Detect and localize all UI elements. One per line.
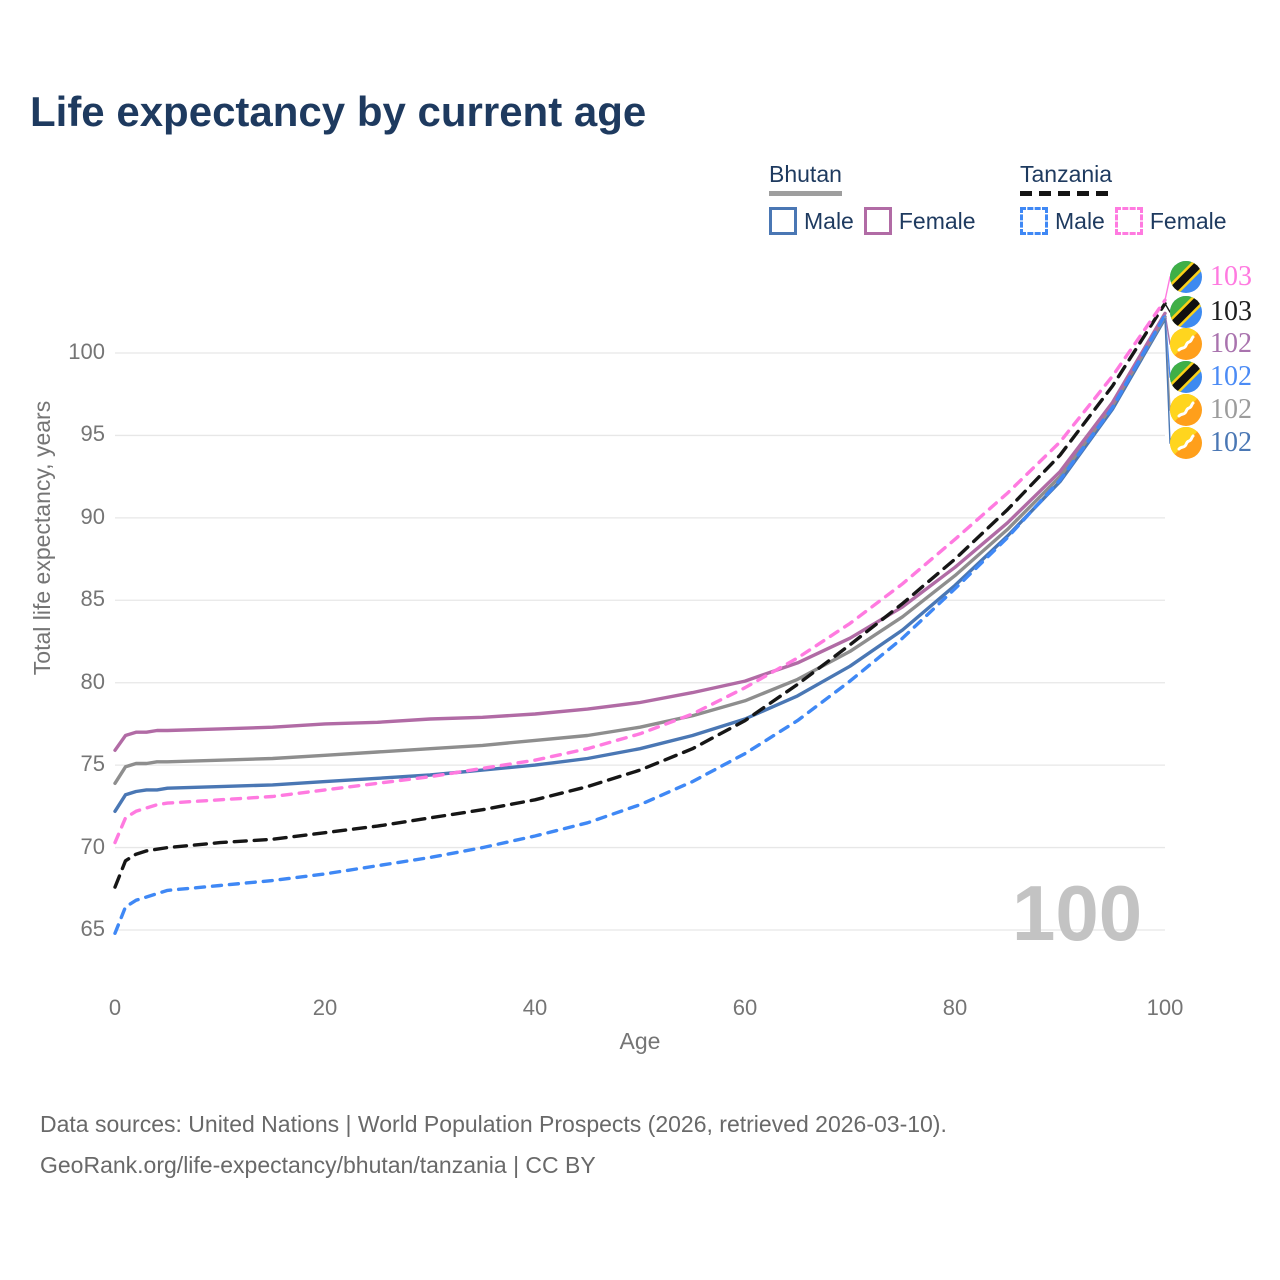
legend-row-bhutan: Male Female [769, 207, 976, 235]
series-line-tanzania-total[interactable] [113, 301, 1167, 889]
end-label-bhutan-female: 102 [1170, 327, 1252, 361]
age-watermark: 100 [1012, 869, 1143, 957]
legend-item-label: Female [1149, 207, 1227, 234]
end-label-bhutan-male: 102 [1170, 426, 1252, 460]
footer: Data sources: United Nations | World Pop… [40, 1104, 947, 1186]
x-tick-60: 60 [732, 995, 758, 1020]
x-tick-40: 40 [522, 995, 548, 1020]
y-tick-70: 70 [80, 833, 105, 859]
x-tick-0: 0 [108, 995, 122, 1020]
bhutan-female-swatch [863, 207, 892, 235]
series-line-bhutan-female[interactable] [113, 311, 1167, 752]
tanzania-flag-icon [1170, 361, 1202, 393]
tanzania-male-swatch [1020, 207, 1048, 235]
attribution-line: GeoRank.org/life-expectancy/bhutan/tanza… [40, 1152, 596, 1178]
end-label-value: 102 [1210, 328, 1252, 359]
end-label-value: 103 [1210, 261, 1252, 292]
legend-item-bhutan-female[interactable]: Female [863, 207, 976, 235]
bhutan-male-swatch [769, 207, 797, 235]
legend-country-tanzania-label: Tanzania [1020, 161, 1113, 187]
legend-row-tanzania: Male Female [1020, 207, 1227, 235]
end-label-tanzania-female: 103 [1170, 260, 1252, 294]
y-tick-90: 90 [80, 503, 105, 529]
legend-item-label: Male [804, 207, 854, 234]
y-tick-100: 100 [68, 339, 105, 364]
series-line-bhutan-male[interactable] [113, 316, 1167, 813]
end-label-tanzania-male: 102 [1170, 360, 1252, 394]
legend-item-tanzania-female[interactable]: Female [1114, 207, 1227, 235]
series-line-tanzania-female[interactable] [113, 298, 1167, 845]
chart-title: Life expectancy by current age [30, 88, 647, 135]
tanzania-female-swatch [1114, 207, 1143, 235]
x-tick-20: 20 [312, 995, 338, 1020]
bhutan-flag-icon [1170, 394, 1202, 426]
y-tick-80: 80 [80, 668, 105, 694]
tanzania-dashed-line-swatch [1020, 191, 1113, 196]
bhutan-solid-line-swatch [769, 191, 842, 196]
bhutan-flag-icon [1170, 427, 1202, 459]
end-label-value: 102 [1210, 427, 1252, 458]
x-axis-title: Age [619, 1028, 661, 1054]
legend-country-tanzania[interactable]: Tanzania [1020, 161, 1113, 201]
x-tick-100: 100 [1146, 995, 1184, 1020]
tanzania-flag-icon [1170, 296, 1202, 328]
end-label-tanzania-total: 103 [1170, 295, 1252, 329]
legend-item-bhutan-male[interactable]: Male [769, 207, 854, 235]
tanzania-flag-icon [1170, 261, 1202, 293]
y-tick-95: 95 [80, 421, 105, 447]
legend-item-tanzania-male[interactable]: Male [1020, 207, 1105, 235]
x-tick-80: 80 [942, 995, 968, 1020]
legend-country-bhutan[interactable]: Bhutan [769, 161, 842, 201]
end-label-value: 102 [1210, 394, 1252, 425]
y-tick-85: 85 [80, 586, 105, 612]
end-label-value: 103 [1210, 296, 1252, 327]
bhutan-flag-icon [1170, 328, 1202, 360]
legend-item-label: Male [1055, 207, 1105, 234]
series-line-tanzania-male[interactable] [113, 313, 1167, 935]
legend-item-label: Female [898, 207, 976, 234]
legend-country-bhutan-label: Bhutan [769, 161, 842, 187]
y-tick-75: 75 [80, 751, 105, 777]
data-sources-line: Data sources: United Nations | World Pop… [40, 1111, 947, 1137]
y-tick-65: 65 [80, 915, 105, 941]
end-label-value: 102 [1210, 361, 1252, 392]
series-line-bhutan-total[interactable] [113, 315, 1167, 785]
end-label-bhutan-total: 102 [1170, 393, 1252, 427]
